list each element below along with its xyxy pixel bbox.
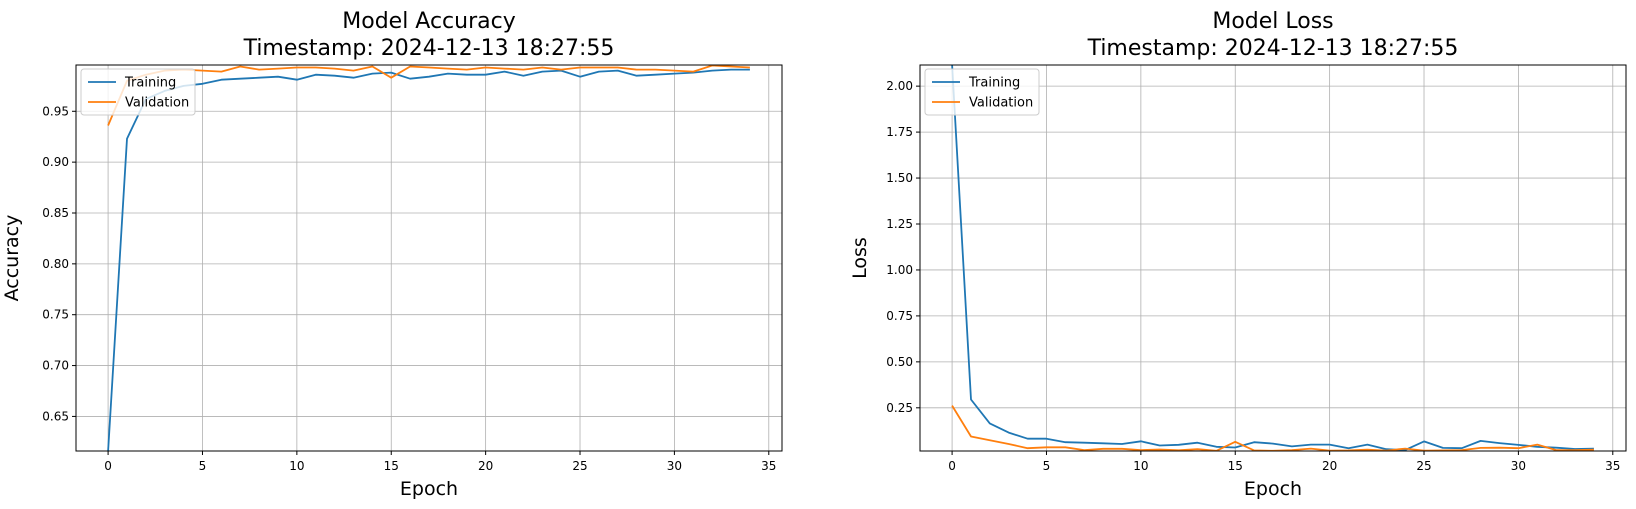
y-tick-label: 2.00 [886, 79, 913, 93]
y-tick-label: 0.25 [886, 401, 913, 415]
legend-label-validation: Validation [125, 96, 189, 111]
x-tick-label: 35 [1605, 459, 1620, 473]
grid [920, 65, 1626, 451]
chart-title-line: Model Loss [1212, 9, 1333, 34]
x-tick-label: 0 [104, 459, 112, 473]
y-tick-label: 1.25 [886, 217, 913, 231]
chart-title-line: Timestamp: 2024-12-13 18:27:55 [1087, 36, 1459, 61]
x-tick-label: 15 [1228, 459, 1243, 473]
series-group [951, 65, 1594, 451]
x-tick-label: 10 [1133, 459, 1148, 473]
x-tick-label: 20 [1322, 459, 1337, 473]
x-tick-label: 5 [1043, 459, 1051, 473]
series-group [107, 65, 750, 451]
x-axis-label: Epoch [1244, 478, 1302, 500]
x-tick-label: 15 [384, 459, 399, 473]
x-tick-label: 25 [572, 459, 587, 473]
plot-frame [75, 64, 783, 452]
chart-title-line: Timestamp: 2024-12-13 18:27:55 [243, 36, 615, 61]
y-tick-label: 0.75 [886, 309, 913, 323]
series-line-training [951, 65, 1594, 451]
y-tick-label: 0.75 [42, 308, 69, 322]
y-tick-label: 0.90 [42, 155, 69, 169]
x-tick-label: 25 [1416, 459, 1431, 473]
y-tick-label: 1.00 [886, 263, 913, 277]
x-tick-label: 30 [1511, 459, 1526, 473]
legend-box [924, 68, 1040, 116]
x-tick-label: 30 [667, 459, 682, 473]
legend-label-training: Training [968, 76, 1020, 91]
x-tick-label: 10 [289, 459, 304, 473]
grid [76, 65, 782, 451]
chart-accuracy: 0 5 10 15 20 25 30 35 0.65 0.70 0.75 0.80 0.85 0.90 0.… [1, 9, 783, 500]
plot-frame [919, 64, 1627, 452]
y-tick-label: 0.70 [42, 359, 69, 373]
x-tick-label: 5 [199, 459, 207, 473]
legend: Training Validation [924, 68, 1040, 116]
y-tick-label: 0.85 [42, 206, 69, 220]
y-axis-label: Loss [849, 237, 871, 279]
x-tick-label: 0 [948, 459, 956, 473]
chart-loss: 0 5 10 15 20 25 30 35 0.25 0.50 0.75 1.00 1.25 1.50 1.… [849, 9, 1627, 500]
x-axis-label: Epoch [400, 478, 458, 500]
legend-label-validation: Validation [969, 96, 1033, 111]
legend: Training Validation [80, 68, 196, 116]
legend-box [80, 68, 196, 116]
legend-label-training: Training [124, 76, 176, 91]
y-tick-label: 0.80 [42, 257, 69, 271]
y-tick-label: 0.50 [886, 355, 913, 369]
y-tick-label: 0.65 [42, 409, 69, 423]
y-axis-label: Accuracy [1, 215, 23, 302]
y-tick-label: 1.50 [886, 171, 913, 185]
x-tick-label: 35 [761, 459, 776, 473]
x-tick-label: 20 [478, 459, 493, 473]
series-line-validation [107, 65, 750, 126]
y-tick-label: 0.95 [42, 104, 69, 118]
y-tick-label: 1.75 [886, 125, 913, 139]
series-line-training [107, 68, 750, 451]
chart-title-line: Model Accuracy [342, 9, 516, 34]
